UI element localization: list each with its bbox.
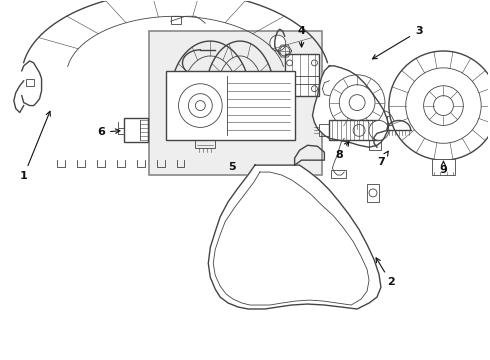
- Polygon shape: [313, 66, 389, 147]
- Bar: [432, 159, 455, 175]
- Bar: [25, 79, 34, 86]
- Circle shape: [270, 35, 286, 51]
- Text: 3: 3: [372, 26, 422, 59]
- Bar: [285, 54, 319, 96]
- Polygon shape: [14, 81, 24, 113]
- Bar: [387, 116, 395, 125]
- Bar: [171, 16, 180, 24]
- Bar: [124, 118, 148, 142]
- Circle shape: [369, 121, 389, 140]
- Text: 7: 7: [377, 151, 388, 167]
- Bar: [369, 140, 381, 150]
- Circle shape: [424, 86, 464, 125]
- Circle shape: [406, 68, 481, 143]
- Polygon shape: [208, 165, 381, 309]
- Text: 5: 5: [228, 162, 236, 172]
- Text: 1: 1: [20, 111, 50, 181]
- Text: 2: 2: [376, 258, 395, 287]
- Bar: [331, 170, 346, 178]
- Bar: [329, 121, 379, 140]
- Bar: [367, 184, 379, 202]
- Text: 4: 4: [297, 26, 305, 47]
- Text: 6: 6: [97, 127, 120, 138]
- Text: 9: 9: [440, 161, 447, 175]
- Bar: [166, 71, 294, 140]
- Circle shape: [389, 51, 490, 160]
- Text: 8: 8: [335, 141, 349, 160]
- Bar: [149, 31, 322, 175]
- Circle shape: [434, 96, 453, 116]
